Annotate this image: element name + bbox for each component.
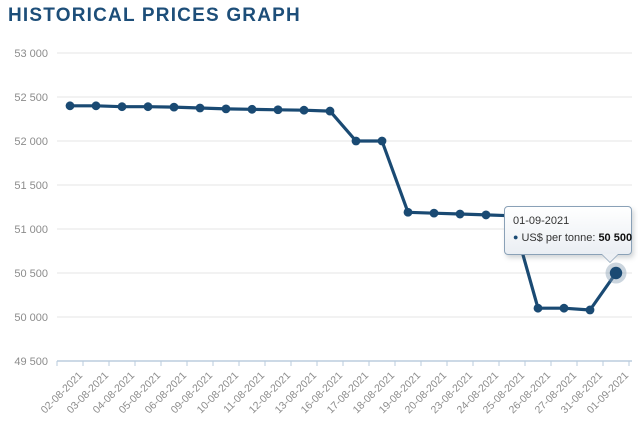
tooltip-value-row: ● US$ per tonne: 50 500: [513, 230, 632, 247]
data-point-17-08-2021[interactable]: [351, 136, 361, 146]
tooltip-date: 01-09-2021: [513, 215, 570, 227]
tooltip-label: US$ per tonne:: [521, 232, 596, 245]
data-point-19-08-2021[interactable]: [403, 207, 413, 217]
price-line: [70, 104, 618, 312]
data-point-26-08-2021[interactable]: [533, 303, 543, 313]
y-axis-label: 50 500: [14, 268, 48, 280]
y-axis-label: 52 000: [14, 136, 48, 148]
data-point-01-09-2021[interactable]: [609, 266, 623, 280]
tooltip-value: 50 500: [598, 232, 633, 245]
data-point-02-08-2021[interactable]: [65, 101, 75, 111]
y-axis-label: 52 500: [14, 92, 48, 104]
data-point-10-08-2021[interactable]: [221, 104, 231, 114]
data-point-06-08-2021[interactable]: [169, 102, 179, 112]
data-point-27-08-2021[interactable]: [559, 303, 569, 313]
page-title: HISTORICAL PRICES GRAPH: [8, 5, 301, 26]
data-point-16-08-2021[interactable]: [325, 106, 335, 116]
data-point-24-08-2021[interactable]: [481, 210, 491, 220]
data-point-23-08-2021[interactable]: [455, 209, 465, 219]
y-axis-label: 50 000: [14, 312, 48, 324]
data-point-04-08-2021[interactable]: [117, 102, 127, 112]
tooltip-pointer: [602, 253, 618, 262]
data-point-31-08-2021[interactable]: [585, 305, 595, 315]
y-axis-label: 53 000: [14, 48, 48, 60]
data-point-18-08-2021[interactable]: [377, 136, 387, 146]
y-axis-label: 51 000: [14, 224, 48, 236]
y-axis-label: 49 500: [14, 356, 48, 368]
y-axis-label: 51 500: [14, 180, 48, 192]
data-point-05-08-2021[interactable]: [143, 102, 153, 112]
data-point-20-08-2021[interactable]: [429, 208, 439, 218]
tooltip: 01-09-2021 ● US$ per tonne: 50 500: [504, 206, 632, 264]
data-point-12-08-2021[interactable]: [273, 105, 283, 115]
data-point-11-08-2021[interactable]: [247, 104, 257, 114]
data-point-13-08-2021[interactable]: [299, 105, 309, 115]
data-point-03-08-2021[interactable]: [91, 101, 101, 111]
data-point-09-08-2021[interactable]: [195, 103, 205, 113]
series-marker-icon: ●: [513, 232, 519, 243]
